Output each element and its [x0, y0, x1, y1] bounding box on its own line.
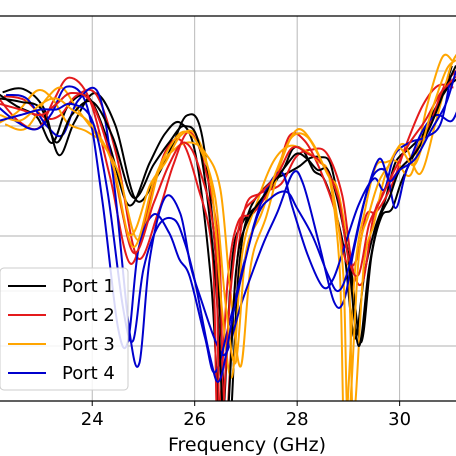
x-ticks: 22 24 26 28 30	[0, 401, 411, 430]
x-tick-label: 22	[0, 409, 1, 430]
legend-label: Port 3	[62, 334, 115, 355]
legend-entry: Port 2	[8, 305, 115, 326]
legend-label: Port 1	[62, 276, 115, 297]
legend-entry: Port 1	[8, 276, 115, 297]
legend-box	[0, 267, 129, 391]
series-line-3	[0, 59, 456, 401]
curves	[0, 53, 456, 401]
series-variant-line	[2, 78, 456, 401]
series-line-4	[0, 70, 456, 383]
legend-entry: Port 4	[8, 363, 115, 384]
series-line-2	[0, 75, 456, 401]
legend-entry: Port 3	[8, 334, 115, 355]
x-tick-label: 24	[81, 409, 104, 430]
series-variant-line	[0, 65, 453, 401]
legend-label: Port 4	[62, 363, 115, 384]
legend-items: Port 1 Port 2 Port 3 Port 4	[8, 276, 115, 384]
x-axis-label: Frequency (GHz)	[168, 434, 326, 456]
legend-label: Port 2	[62, 305, 115, 326]
x-tick-label: 26	[183, 409, 206, 430]
series-line-1	[0, 65, 456, 401]
series-variant-line	[0, 75, 452, 374]
series-variant-line	[4, 53, 456, 401]
x-tick-label: 30	[388, 409, 411, 430]
legend: Port 1 Port 2 Port 3 Port 4	[0, 267, 129, 391]
x-tick-label: 28	[286, 409, 309, 430]
